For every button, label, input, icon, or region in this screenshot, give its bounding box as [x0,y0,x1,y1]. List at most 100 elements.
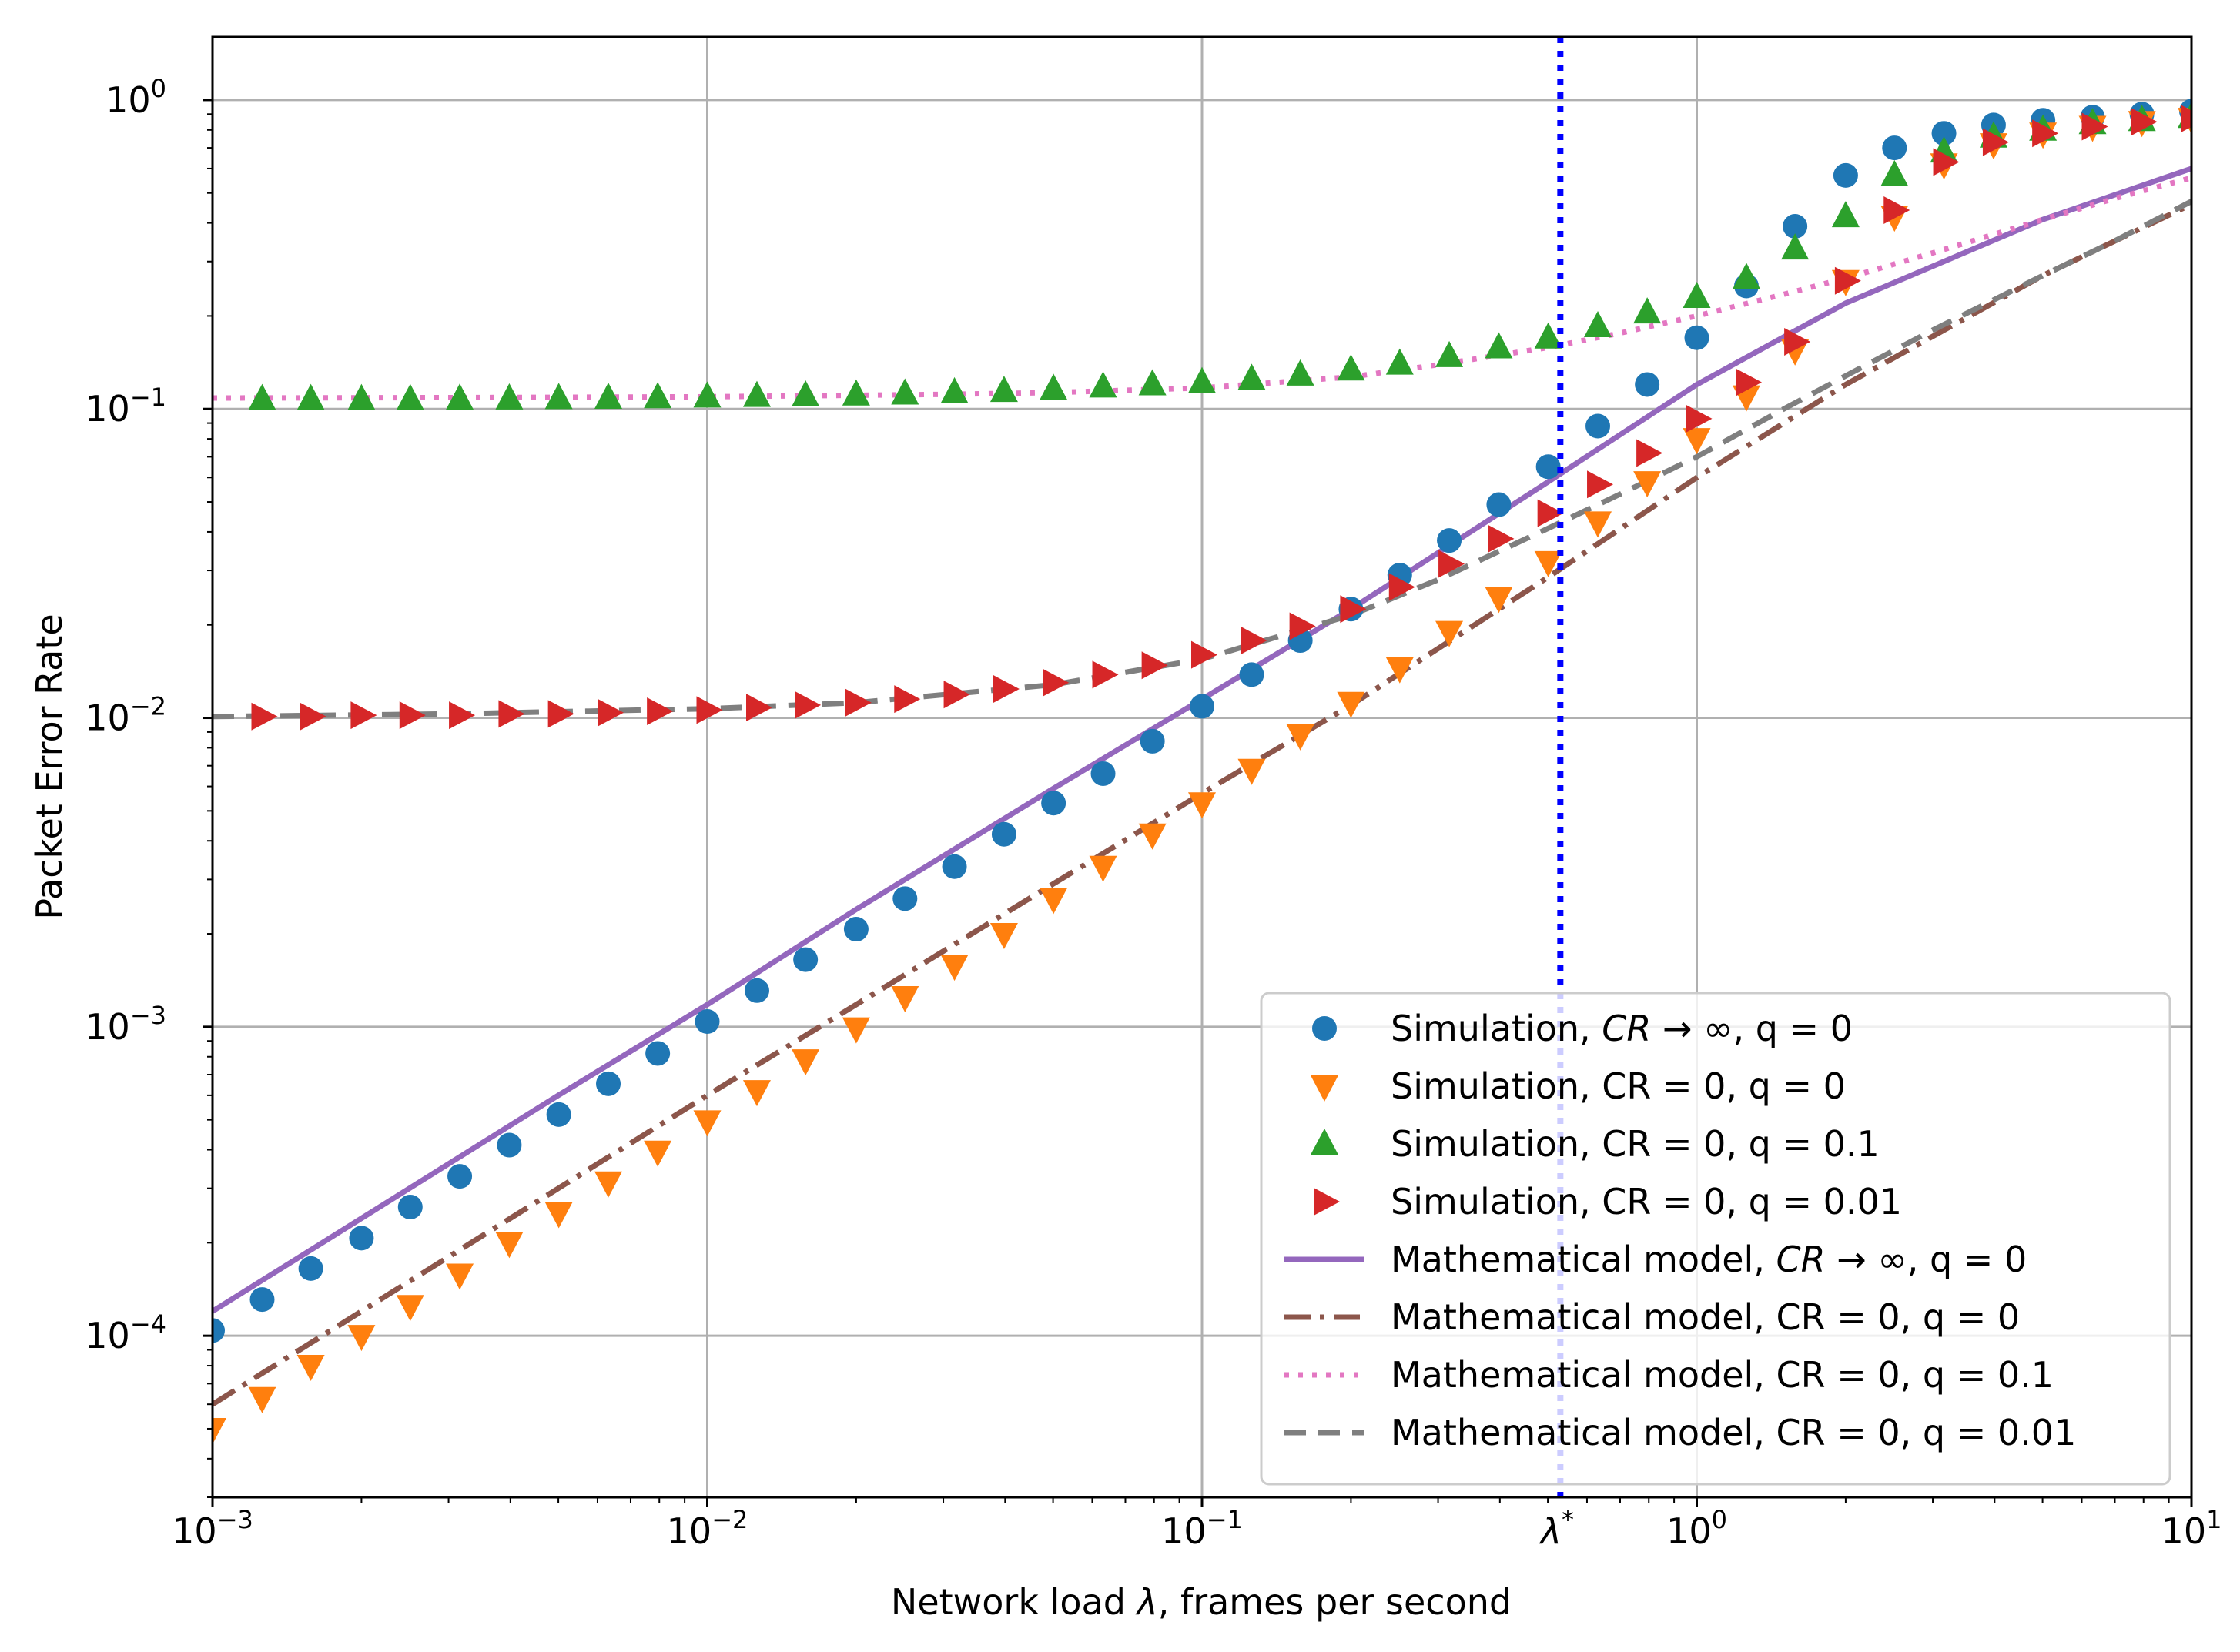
legend-marker [1314,1188,1340,1216]
data-point [495,383,524,410]
data-point [251,702,278,731]
data-point [446,383,474,410]
data-point [744,978,769,1003]
y-tick-label: 10−3 [85,1001,166,1048]
data-point [300,702,326,731]
data-point [645,1041,671,1066]
legend-label-part: Mathematical model, CR = 0, q = 0.1 [1391,1354,2054,1396]
data-point [940,376,969,403]
lambda-star-label: λ* [1539,1505,1574,1552]
legend-label-part: Mathematical model, CR = 0, q = 0.01 [1391,1412,2076,1453]
data-point [396,383,424,410]
series-markers-0 [213,99,2191,1343]
data-point [1140,728,1165,754]
data-point [891,985,919,1012]
data-point [1188,792,1216,819]
data-point [991,821,1016,847]
x-tick-exponent: −2 [712,1505,748,1534]
data-point [1041,791,1066,816]
data-point [1040,888,1068,915]
data-point [1488,524,1515,553]
y-tick-exponent: 0 [151,74,166,103]
data-point [1040,373,1068,400]
data-point [792,1049,820,1076]
legend-label-part: Mathematical model, CR = 0, q = 0 [1391,1296,2020,1338]
data-point [1784,327,1811,356]
data-point [793,947,819,972]
data-point [547,700,574,728]
y-tick-exponent: −4 [130,1309,166,1339]
data-point [544,1202,573,1229]
data-point [1537,499,1564,527]
data-point [1684,325,1709,350]
y-tick-label: 100 [105,74,166,121]
plot-area [213,37,2191,1497]
data-point [1191,640,1217,669]
series-markers-1 [213,108,2191,1444]
legend-label: Mathematical model, CR = 0, q = 0 [1391,1296,2020,1338]
data-point [993,675,1020,704]
legend-frame [1260,992,2171,1486]
data-point [989,376,1018,403]
data-point [498,700,525,728]
legend-label-part: CR [1602,1008,1651,1049]
x-tick-label: 10−2 [667,1505,748,1552]
data-point [742,380,771,407]
data-point [1933,148,1960,176]
x-tick-base: 10 [1666,1510,1712,1552]
data-point [1683,282,1711,309]
y-tick-exponent: −2 [130,692,166,721]
data-point [1138,369,1167,396]
x-tick-labels: 10−3 10−2 10−1 100 101 [172,1505,2222,1552]
data-point [1683,428,1711,455]
data-point [795,691,822,719]
data-point [596,1071,621,1096]
y-tick-label: 10−1 [85,383,166,430]
data-point [891,378,919,405]
data-point [892,886,918,911]
y-tick-base: 10 [105,79,151,121]
data-point [594,1171,623,1198]
data-point [1486,492,1512,517]
data-point [349,1226,374,1251]
data-point [2081,112,2108,141]
legend-label-part: Simulation, [1391,1008,1602,1049]
data-point [894,685,921,714]
data-point [1089,855,1117,882]
legend-label: Simulation, CR = 0, q = 0.01 [1391,1181,1902,1222]
x-tick-label: 100 [1666,1505,1727,1552]
data-point [842,379,870,406]
data-point [1735,368,1762,396]
data-point [1534,550,1562,577]
data-point [842,1017,870,1044]
data-point [544,383,573,410]
data-point [1882,135,1907,161]
data-point [1437,528,1462,553]
data-point [1585,413,1611,439]
y-tick-base: 10 [85,1006,130,1048]
data-point [1241,627,1267,655]
data-point [693,381,722,408]
data-point [1141,651,1168,680]
data-point [940,955,969,982]
data-point [696,696,723,724]
data-point [943,681,970,709]
data-point [1043,668,1070,697]
x-tick-base: 10 [172,1510,217,1552]
data-point [447,1164,473,1189]
y-tick-exponent: −3 [130,1001,166,1030]
data-point [1286,724,1314,751]
x-axis-label-part2: , frames per second [1158,1581,1512,1623]
data-point [249,1287,275,1313]
data-point [1438,550,1465,578]
data-point [1188,366,1216,393]
data-point [1833,162,1858,188]
data-point [644,1140,672,1167]
data-point [845,688,872,717]
legend-label: Simulation, CR = 0, q = 0.1 [1391,1123,1880,1165]
x-tick-base: 10 [667,1510,712,1552]
data-point [1584,311,1612,338]
x-tick-base: 10 [2161,1510,2207,1552]
